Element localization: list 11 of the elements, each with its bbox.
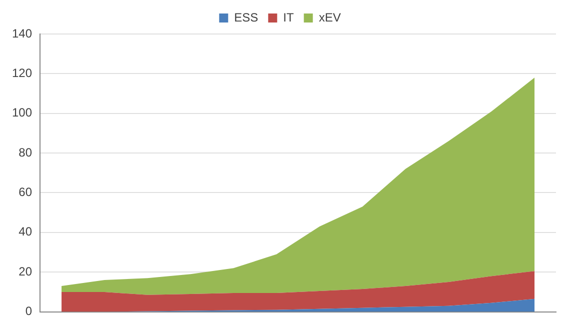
y-tick-label: 120 <box>12 66 32 80</box>
y-tick-label: 0 <box>25 304 32 318</box>
legend-label: xEV <box>318 10 341 24</box>
y-tick-label: 40 <box>18 224 32 239</box>
y-tick-label: 60 <box>18 185 32 200</box>
y-tick-label: 20 <box>18 264 32 278</box>
y-tick-label: 140 <box>12 26 32 40</box>
legend-label: ESS <box>234 10 258 24</box>
legend-label: IT <box>283 10 295 24</box>
y-tick-label: 100 <box>12 106 32 120</box>
y-tick-label: 80 <box>18 145 32 160</box>
